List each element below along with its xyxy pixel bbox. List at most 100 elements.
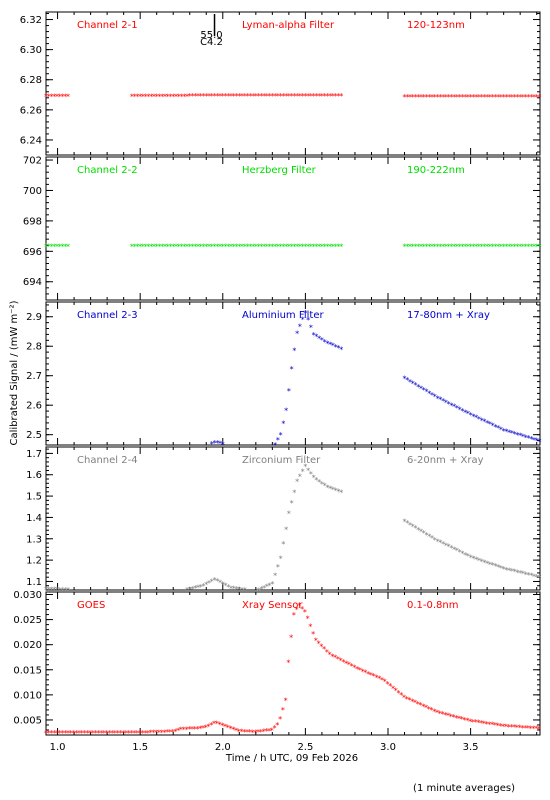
- data-point: *: [196, 583, 200, 592]
- data-point: *: [524, 242, 528, 251]
- data-point: *: [403, 242, 407, 251]
- data-point: *: [202, 242, 206, 251]
- data-point: *: [488, 93, 492, 102]
- data-point: *: [325, 339, 329, 348]
- data-point: *: [333, 654, 337, 663]
- data-point: *: [504, 566, 508, 575]
- data-point: *: [224, 581, 228, 590]
- data-point: *: [300, 605, 304, 614]
- data-point: *: [507, 566, 511, 575]
- data-point: *: [199, 242, 203, 251]
- data-point: *: [480, 416, 484, 425]
- data-point: *: [61, 92, 65, 101]
- data-point: *: [444, 242, 448, 251]
- data-point: *: [187, 725, 191, 734]
- data-point: *: [240, 242, 244, 251]
- y-tick-label: 0.025: [13, 615, 42, 626]
- data-point: *: [311, 630, 315, 639]
- data-point: *: [352, 663, 356, 672]
- data-point: *: [295, 92, 299, 101]
- data-point: *: [259, 242, 263, 251]
- data-point: *: [320, 336, 324, 345]
- data-point: *: [281, 706, 285, 715]
- data-point: *: [438, 539, 442, 548]
- data-point: *: [58, 586, 62, 595]
- data-point: *: [215, 439, 219, 448]
- data-point: *: [469, 553, 473, 562]
- data-point: *: [452, 93, 456, 102]
- data-point: *: [303, 242, 307, 251]
- data-point: *: [502, 93, 506, 102]
- data-point: *: [347, 661, 351, 670]
- data-point: *: [314, 637, 318, 646]
- data-point: *: [534, 725, 538, 734]
- data-point: *: [295, 329, 299, 338]
- data-point: *: [268, 242, 272, 251]
- data-point: *: [223, 722, 227, 731]
- data-point: *: [146, 92, 150, 101]
- data-point: *: [441, 710, 445, 719]
- data-point: *: [422, 529, 426, 538]
- data-point: *: [207, 242, 211, 251]
- data-point: *: [292, 488, 296, 497]
- band-label: 17-80nm + Xray: [407, 310, 490, 321]
- data-point: *: [83, 729, 87, 738]
- data-point: *: [248, 728, 252, 737]
- data-point: *: [432, 707, 436, 716]
- data-point: *: [510, 93, 514, 102]
- data-point: *: [61, 729, 65, 738]
- panels-layer: 6.24 6.26 6.28 6.30 6.32 Channel 2-1 Lyman-alp…: [13, 11, 541, 753]
- y-tick-label: 2.8: [26, 342, 42, 353]
- data-point: *: [504, 242, 508, 251]
- data-point: *: [485, 93, 489, 102]
- data-point: *: [44, 242, 48, 251]
- data-point: *: [504, 723, 508, 732]
- data-point: *: [213, 576, 217, 585]
- data-point: *: [411, 242, 415, 251]
- data-point: *: [55, 92, 59, 101]
- data-point: *: [213, 439, 217, 448]
- data-point: *: [212, 719, 216, 728]
- data-point: *: [121, 729, 125, 738]
- data-point: *: [207, 92, 211, 101]
- data-point: *: [383, 678, 387, 687]
- data-point: *: [425, 388, 429, 397]
- data-point: *: [55, 242, 59, 251]
- data-point: *: [251, 242, 255, 251]
- panel-frame: [45, 156, 541, 301]
- data-point: *: [521, 433, 525, 442]
- data-point: *: [502, 565, 506, 574]
- data-point: *: [474, 242, 478, 251]
- data-point: *: [405, 376, 409, 385]
- data-point: *: [270, 580, 274, 589]
- data-point: *: [449, 242, 453, 251]
- data-point: *: [312, 331, 316, 340]
- data-point: *: [476, 719, 480, 728]
- data-point: *: [391, 684, 395, 693]
- data-point: *: [50, 729, 54, 738]
- data-point: *: [513, 242, 517, 251]
- data-point: *: [447, 400, 451, 409]
- data-point: *: [363, 669, 367, 678]
- data-point: *: [234, 726, 238, 735]
- data-point: *: [215, 242, 219, 251]
- data-point: *: [436, 93, 440, 102]
- data-point: *: [416, 242, 420, 251]
- data-point: *: [226, 92, 230, 101]
- data-point: *: [317, 92, 321, 101]
- data-point: *: [430, 93, 434, 102]
- data-point: *: [526, 571, 530, 580]
- data-point: *: [394, 687, 398, 696]
- data-point: *: [480, 93, 484, 102]
- data-point: *: [496, 722, 500, 731]
- data-point: *: [270, 727, 274, 736]
- data-point: *: [61, 586, 65, 595]
- data-point: *: [185, 242, 189, 251]
- data-point: *: [410, 697, 414, 706]
- data-point: *: [474, 414, 478, 423]
- data-point: *: [452, 713, 456, 722]
- data-point: *: [512, 723, 516, 732]
- data-point: *: [193, 242, 197, 251]
- y-tick-label: 2.7: [26, 371, 42, 382]
- data-point: *: [425, 242, 429, 251]
